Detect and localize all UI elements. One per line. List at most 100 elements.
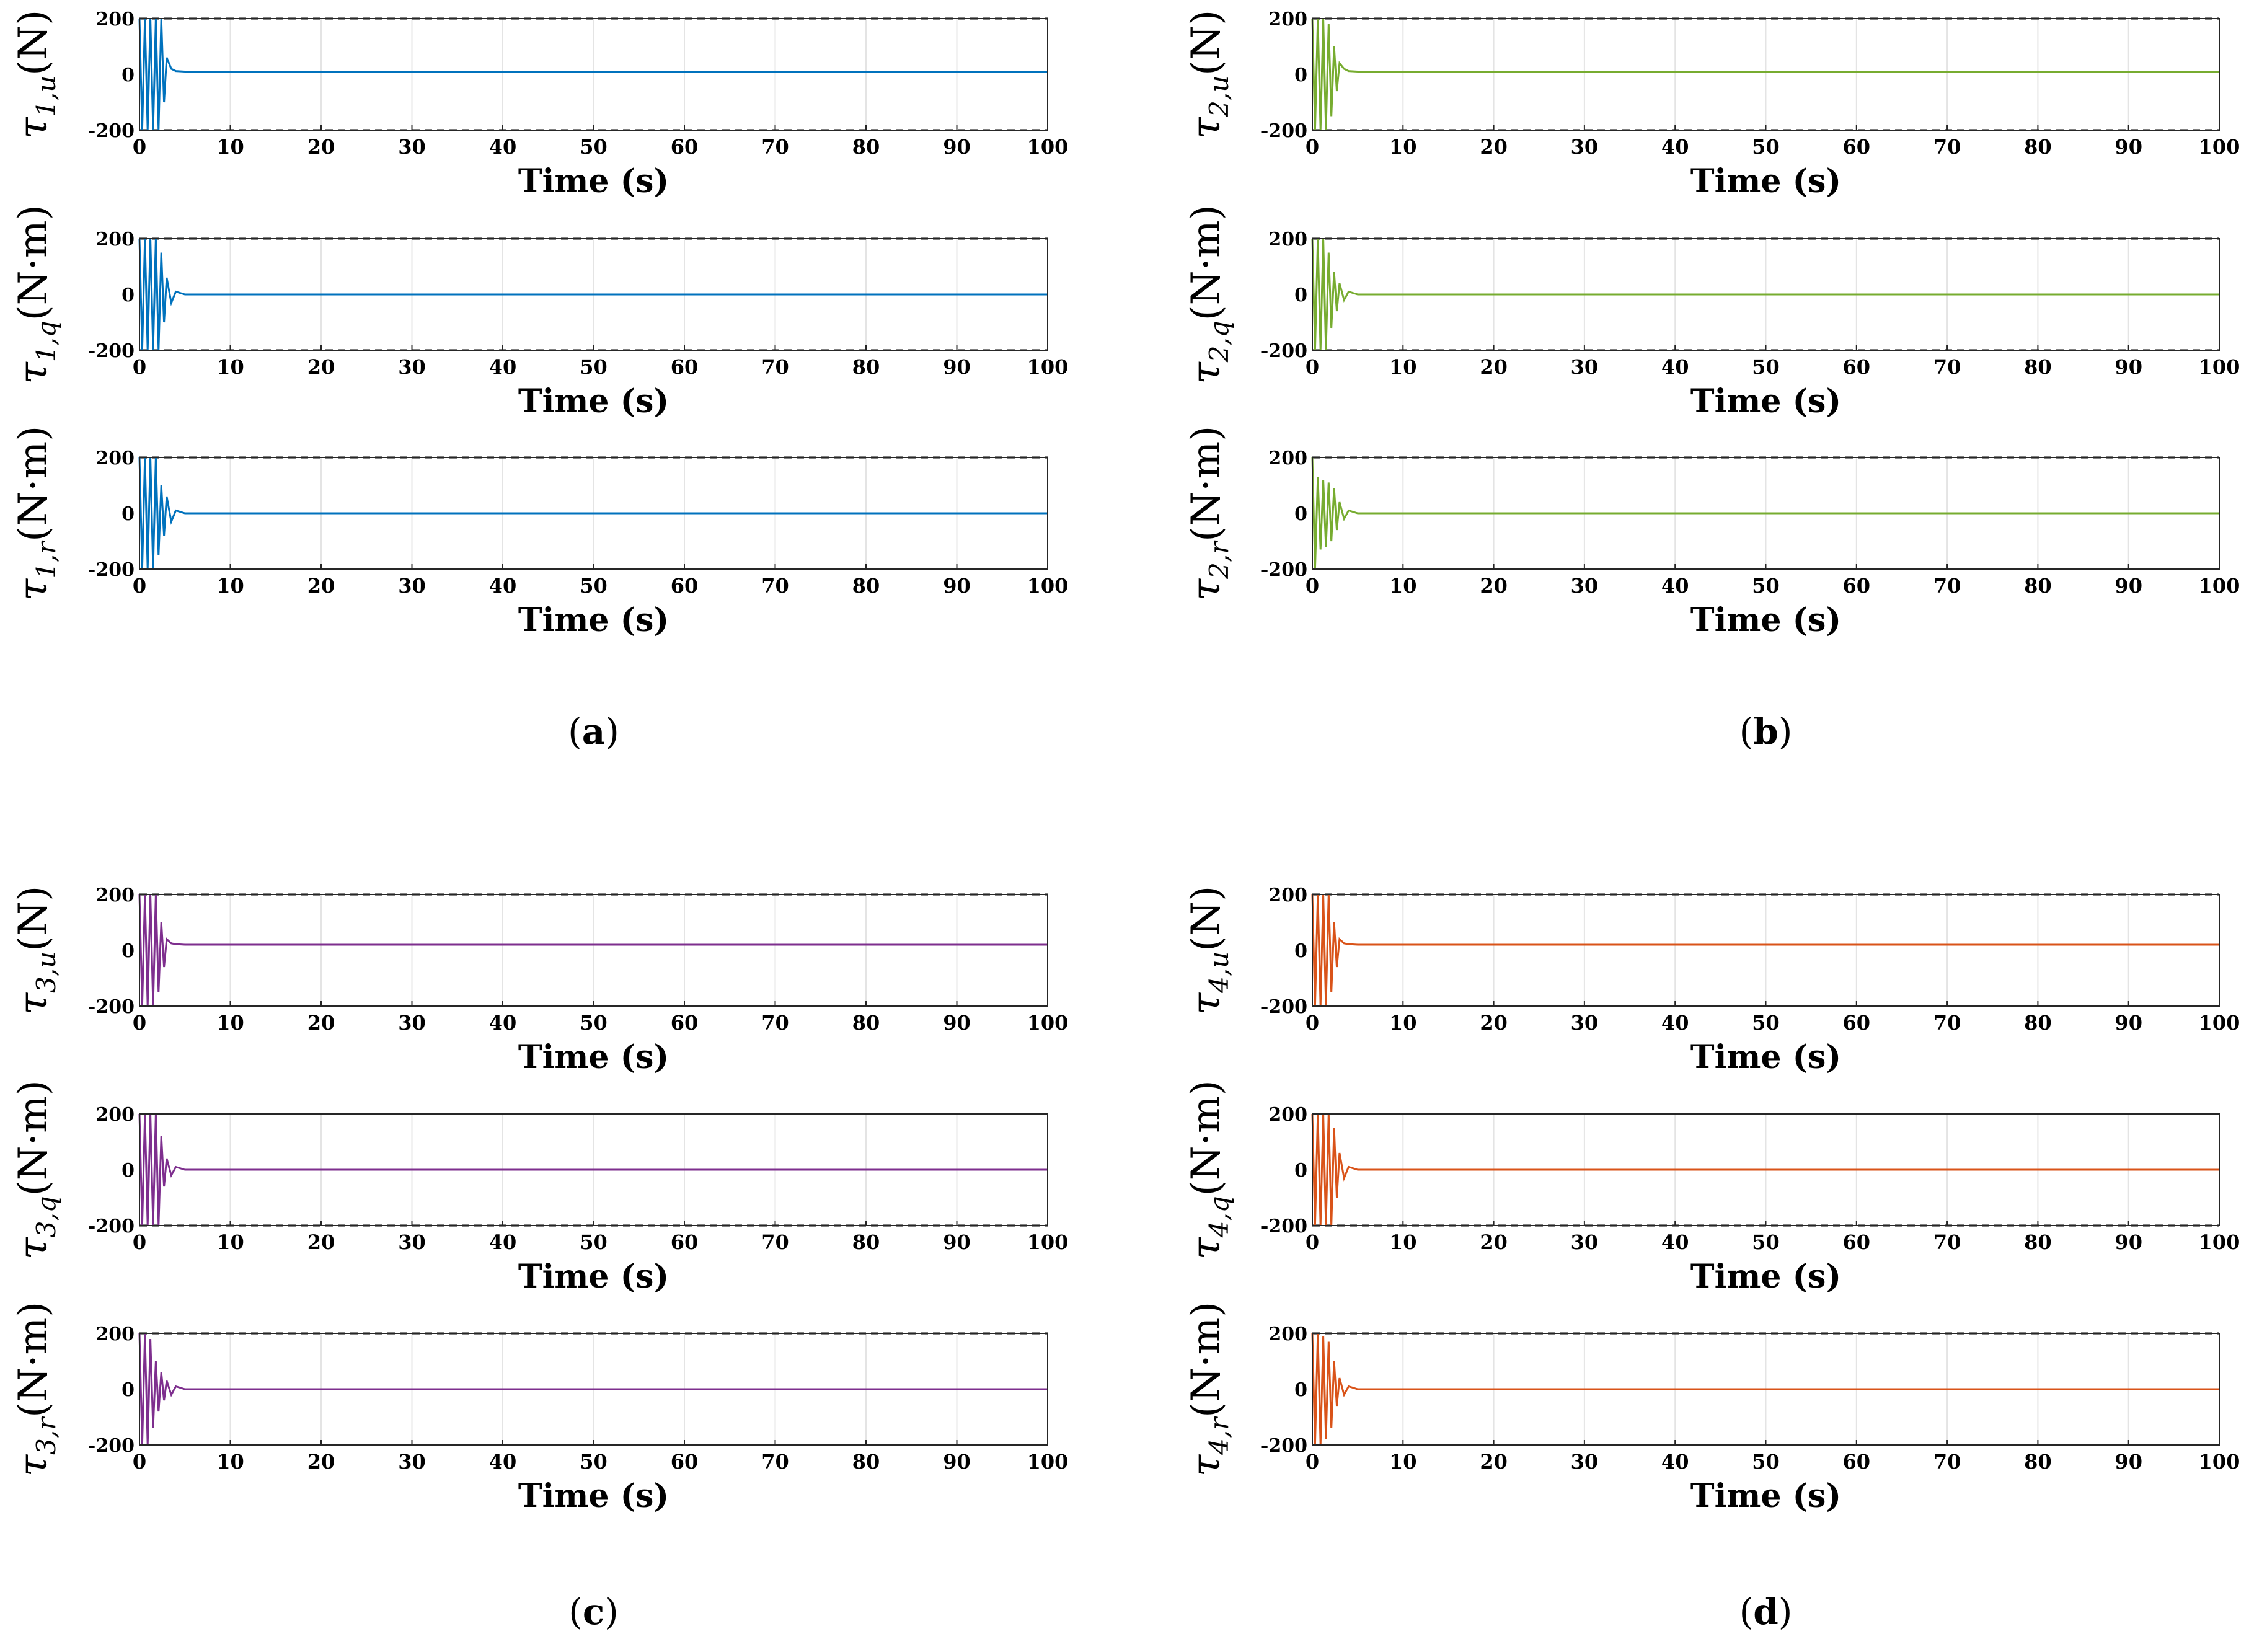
y-axis-unit: (N) [1183, 10, 1229, 76]
y-tick-label: 200 [1268, 885, 1307, 906]
series-line [1311, 238, 2219, 351]
x-tick-label: 60 [671, 1011, 699, 1035]
x-tick-label: 80 [852, 1011, 880, 1035]
x-tick-label: 100 [2199, 135, 2240, 159]
y-axis-unit: (N·m) [11, 426, 56, 542]
y-axis-subscript: 4,q [1204, 1196, 1234, 1238]
x-tick-label: 80 [2024, 355, 2052, 379]
y-axis-subscript: 1,q [31, 320, 61, 362]
x-axis-label: Time (s) [518, 601, 669, 639]
y-axis-unit: (N·m) [11, 205, 56, 320]
x-tick-label: 90 [2114, 135, 2142, 159]
y-tick-label: -200 [1261, 1216, 1307, 1237]
y-tick-label: 0 [1294, 1160, 1307, 1182]
y-axis-subscript: 4,r [1204, 1416, 1234, 1455]
x-axis-label: Time (s) [518, 1477, 669, 1515]
x-tick-label: 50 [1752, 355, 1780, 379]
x-tick-label: 70 [1933, 1230, 1961, 1254]
y-axis-symbol: τ [11, 361, 56, 384]
x-tick-label: 40 [1661, 1011, 1689, 1035]
x-tick-label: 60 [1843, 355, 1871, 379]
y-tick-label: -200 [1261, 996, 1307, 1018]
y-axis-subscript: 1,u [31, 76, 61, 117]
y-tick-label: 200 [1268, 229, 1307, 250]
x-tick-label: 40 [489, 355, 517, 379]
y-axis-unit: (N·m) [1183, 1080, 1229, 1196]
y-tick-label: 0 [1294, 503, 1307, 525]
y-axis-unit: (N·m) [11, 1302, 56, 1418]
y-tick-label: 0 [122, 503, 135, 525]
x-tick-label: 70 [1933, 1011, 1961, 1035]
y-axis-label: τ3,r(N·m) [11, 1302, 61, 1477]
y-axis-unit: (N) [1183, 886, 1229, 952]
y-axis-subscript: 3,q [31, 1196, 61, 1237]
x-tick-label: 70 [761, 1450, 789, 1473]
x-tick-label: 100 [2199, 1450, 2240, 1473]
x-tick-label: 70 [761, 135, 789, 159]
y-tick-label: -200 [1261, 120, 1307, 142]
series-line [1311, 1333, 2219, 1446]
x-tick-label: 0 [1306, 1450, 1319, 1473]
y-axis-symbol: τ [1183, 578, 1229, 601]
x-tick-label: 30 [1571, 355, 1599, 379]
x-tick-label: 50 [580, 1230, 608, 1254]
y-axis-unit: (N·m) [1183, 205, 1229, 320]
x-tick-label: 90 [943, 1011, 971, 1035]
y-tick-label: -200 [88, 996, 135, 1018]
x-tick-label: 30 [398, 1450, 426, 1473]
x-tick-label: 90 [943, 1450, 971, 1473]
series-line [138, 1333, 1048, 1446]
x-tick-label: 70 [761, 574, 789, 598]
y-axis-label: τ2,r(N·m) [1183, 426, 1234, 601]
x-tick-label: 30 [398, 1011, 426, 1035]
x-tick-label: 10 [216, 355, 244, 379]
x-tick-label: 50 [580, 135, 608, 159]
y-axis-symbol: τ [1183, 992, 1229, 1015]
x-tick-label: 60 [1843, 1450, 1871, 1473]
x-tick-label: 50 [1752, 135, 1780, 159]
y-tick-label: 0 [1294, 64, 1307, 86]
x-axis-label: Time (s) [518, 382, 669, 420]
x-tick-label: 90 [943, 355, 971, 379]
x-tick-label: 60 [1843, 574, 1871, 598]
x-tick-label: 40 [1661, 1230, 1689, 1254]
x-tick-label: 70 [1933, 1450, 1961, 1473]
y-tick-label: 200 [1268, 1323, 1307, 1345]
x-tick-label: 10 [1389, 574, 1417, 598]
x-tick-label: 40 [489, 1230, 517, 1254]
series-line [1311, 18, 2219, 131]
y-tick-label: -200 [88, 340, 135, 362]
x-tick-label: 0 [133, 135, 146, 159]
x-tick-label: 60 [671, 355, 699, 379]
x-tick-label: 0 [133, 1011, 146, 1035]
x-tick-label: 90 [943, 574, 971, 598]
y-tick-label: 0 [122, 64, 135, 86]
x-tick-label: 50 [1752, 1230, 1780, 1254]
x-tick-label: 10 [1389, 135, 1417, 159]
x-tick-label: 70 [761, 1230, 789, 1254]
x-tick-label: 90 [2114, 355, 2142, 379]
x-tick-label: 100 [1027, 574, 1069, 598]
x-tick-label: 40 [489, 1450, 517, 1473]
x-tick-label: 90 [2114, 1450, 2142, 1473]
x-tick-label: 50 [1752, 574, 1780, 598]
y-axis-subscript: 2,r [1204, 540, 1234, 580]
y-tick-label: 200 [1268, 1104, 1307, 1126]
panel-caption: (a) [568, 710, 619, 753]
x-tick-label: 50 [580, 355, 608, 379]
series-line [1311, 894, 2219, 1007]
x-tick-label: 70 [1933, 574, 1961, 598]
y-axis-subscript: 3,u [31, 952, 61, 993]
x-tick-label: 80 [852, 1230, 880, 1254]
x-tick-label: 40 [1661, 574, 1689, 598]
panel-caption: (b) [1739, 710, 1793, 753]
x-tick-label: 20 [1480, 135, 1508, 159]
